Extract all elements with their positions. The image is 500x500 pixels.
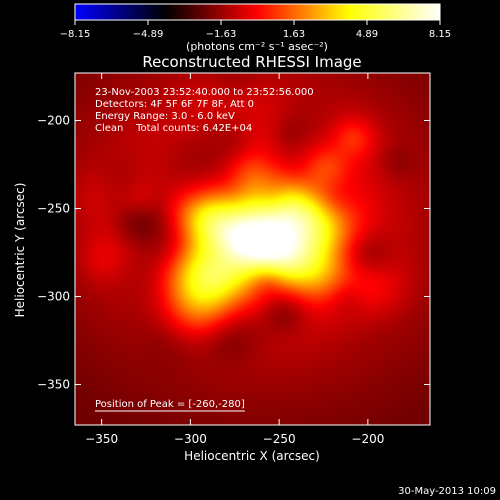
y-axis-ticks: −200 −250 −300 −350 bbox=[37, 114, 430, 392]
x-tick-label: −300 bbox=[174, 432, 207, 446]
y-tick-label: −250 bbox=[37, 202, 70, 216]
colorbar-ticks: −8.15 −4.89 −1.63 1.63 4.89 8.15 bbox=[60, 20, 451, 40]
footer-date: 30-May-2013 10:09 bbox=[398, 486, 496, 497]
heatmap-image bbox=[75, 73, 430, 425]
colorbar bbox=[74, 3, 441, 21]
annotation-time-range: 23-Nov-2003 23:52:40.000 to 23:52:56.000 bbox=[95, 87, 314, 98]
colorbar-tick-label: 1.63 bbox=[283, 29, 305, 40]
annotation-energy-range: Energy Range: 3.0 - 6.0 keV bbox=[95, 111, 235, 122]
y-axis-label: Heliocentric Y (arcsec) bbox=[13, 183, 27, 318]
x-tick-label: −250 bbox=[263, 432, 296, 446]
annotation-total-counts: Clean Total counts: 6.42E+04 bbox=[95, 123, 252, 134]
x-axis-label: Heliocentric X (arcsec) bbox=[184, 449, 320, 463]
peak-position-label: Position of Peak = [-260,-280] bbox=[95, 399, 245, 410]
colorbar-tick-label: −4.89 bbox=[133, 29, 164, 40]
annotation-detectors: Detectors: 4F 5F 6F 7F 8F, Att 0 bbox=[95, 99, 254, 110]
annotation-block: 23-Nov-2003 23:52:40.000 to 23:52:56.000… bbox=[95, 87, 314, 412]
colorbar-tick-label: −8.15 bbox=[60, 29, 91, 40]
colorbar-unit-label: (photons cm⁻² s⁻¹ asec⁻²) bbox=[186, 40, 328, 53]
chart-title: Reconstructed RHESSI Image bbox=[142, 53, 361, 71]
y-tick-label: −350 bbox=[37, 378, 70, 392]
colorbar-tick-label: −1.63 bbox=[206, 29, 237, 40]
x-tick-label: −350 bbox=[85, 432, 118, 446]
y-tick-label: −200 bbox=[37, 114, 70, 128]
x-axis-ticks: −350 −300 −250 −200 bbox=[85, 73, 384, 446]
plot-frame bbox=[74, 72, 431, 426]
colorbar-tick-label: 8.15 bbox=[429, 29, 451, 40]
y-tick-label: −300 bbox=[37, 290, 70, 304]
x-tick-label: −200 bbox=[351, 432, 384, 446]
colorbar-tick-label: 4.89 bbox=[356, 29, 378, 40]
